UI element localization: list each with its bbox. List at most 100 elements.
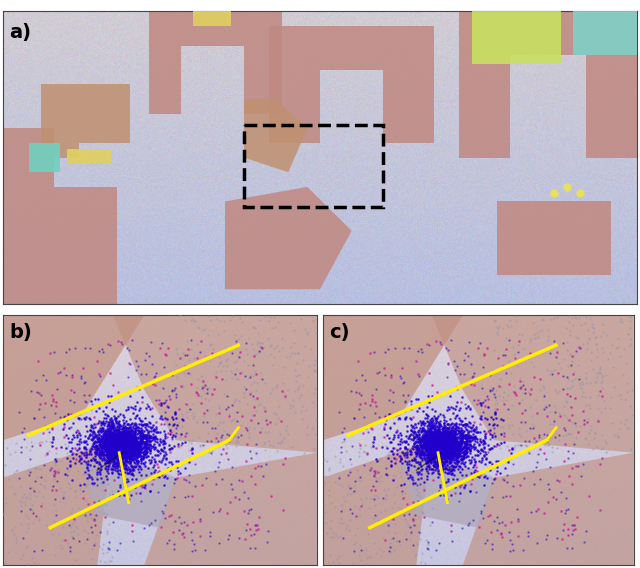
Point — [127, 441, 138, 450]
Point — [120, 441, 130, 450]
Point — [277, 437, 287, 446]
Point — [452, 439, 462, 448]
Point — [467, 453, 477, 462]
Point — [435, 445, 445, 454]
Point — [446, 438, 456, 447]
Point — [471, 463, 481, 472]
Point — [107, 448, 117, 457]
Point — [412, 442, 422, 451]
Point — [440, 442, 451, 452]
Point — [415, 534, 425, 544]
Point — [452, 457, 462, 466]
Point — [118, 452, 128, 461]
Point — [424, 438, 434, 447]
Point — [438, 447, 449, 456]
Point — [436, 436, 446, 445]
Point — [92, 447, 102, 456]
Point — [47, 434, 58, 443]
Point — [126, 443, 136, 452]
Point — [116, 441, 127, 450]
Point — [442, 441, 452, 450]
Point — [125, 453, 136, 462]
Point — [434, 438, 444, 447]
Point — [90, 472, 100, 481]
Point — [116, 458, 126, 467]
Point — [431, 443, 442, 452]
Point — [74, 428, 84, 437]
Point — [429, 440, 440, 449]
Point — [132, 442, 142, 452]
Point — [119, 443, 129, 452]
Point — [436, 444, 446, 453]
Point — [445, 451, 456, 460]
Point — [118, 434, 128, 443]
Point — [117, 441, 127, 450]
Point — [117, 440, 127, 449]
Point — [437, 452, 447, 461]
Point — [116, 437, 127, 446]
Point — [128, 435, 138, 444]
Point — [267, 323, 277, 332]
Point — [441, 443, 451, 452]
Point — [429, 449, 440, 458]
Point — [136, 437, 146, 446]
Point — [534, 326, 545, 335]
Point — [436, 440, 446, 449]
Point — [99, 435, 109, 444]
Point — [111, 435, 122, 444]
Point — [466, 441, 476, 450]
Point — [116, 440, 126, 449]
Point — [473, 344, 483, 353]
Point — [458, 420, 468, 429]
Point — [124, 431, 134, 440]
Point — [118, 440, 129, 449]
Point — [440, 439, 450, 448]
Point — [416, 461, 426, 470]
Point — [438, 442, 448, 451]
Point — [139, 450, 149, 459]
Point — [234, 396, 244, 406]
Point — [418, 447, 428, 456]
Point — [596, 444, 606, 453]
Point — [141, 452, 151, 461]
Point — [441, 438, 451, 448]
Point — [118, 442, 128, 451]
Point — [129, 441, 140, 450]
Point — [437, 445, 447, 454]
Point — [464, 437, 474, 446]
Point — [354, 447, 364, 456]
Point — [135, 431, 145, 440]
Point — [214, 359, 225, 368]
Point — [113, 440, 124, 449]
Point — [438, 440, 448, 449]
Point — [447, 436, 457, 445]
Point — [117, 441, 127, 450]
Point — [106, 456, 116, 465]
Point — [487, 540, 497, 549]
Point — [437, 438, 447, 447]
Point — [436, 436, 446, 445]
Point — [445, 433, 456, 442]
Point — [426, 434, 436, 443]
Point — [122, 441, 132, 450]
Point — [408, 498, 418, 507]
Point — [460, 438, 470, 448]
Point — [408, 467, 418, 476]
Point — [121, 456, 131, 465]
Point — [451, 445, 461, 454]
Point — [439, 440, 449, 449]
Point — [485, 444, 495, 453]
Point — [446, 454, 456, 463]
Point — [508, 386, 518, 395]
Point — [120, 440, 130, 449]
Point — [436, 436, 446, 445]
Point — [106, 465, 116, 474]
Point — [438, 440, 449, 449]
Point — [122, 433, 132, 442]
Point — [438, 440, 448, 449]
Point — [430, 441, 440, 450]
Point — [112, 448, 122, 457]
Point — [125, 402, 136, 411]
Point — [130, 444, 140, 453]
Point — [145, 433, 156, 442]
